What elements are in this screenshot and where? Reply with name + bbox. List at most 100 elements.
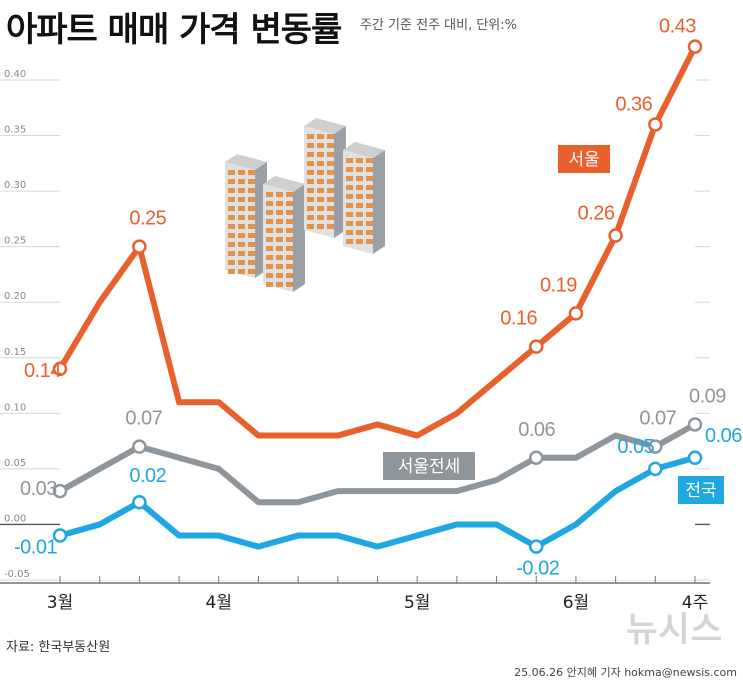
data-label: -0.02 <box>516 558 559 580</box>
building-window <box>317 224 324 229</box>
building-window <box>248 233 255 238</box>
y-tick-label: 0.40 <box>4 69 26 80</box>
building-roof <box>225 154 267 170</box>
building-window <box>327 224 334 229</box>
building-window <box>327 152 334 157</box>
building-window <box>327 143 334 148</box>
building-window <box>346 185 353 190</box>
building-window <box>276 264 283 269</box>
building-window <box>356 158 363 163</box>
building-window <box>248 251 255 256</box>
building-window <box>317 134 324 139</box>
building-window <box>346 203 353 208</box>
building-window <box>307 143 314 148</box>
building-window <box>307 188 314 193</box>
building-window <box>266 282 273 287</box>
building-window <box>248 197 255 202</box>
building-window <box>238 197 245 202</box>
building-window <box>266 210 273 215</box>
data-point-marker <box>648 439 663 454</box>
building-window <box>228 206 235 211</box>
data-label: 0.14 <box>24 360 61 382</box>
building-window <box>317 143 324 148</box>
building-window <box>228 188 235 193</box>
building-window <box>248 188 255 193</box>
building-window <box>228 251 235 256</box>
building-window <box>317 161 324 166</box>
building-window <box>356 230 363 235</box>
building-window <box>238 233 245 238</box>
label-layer: 0.14 0.25 0.160.19 0.26 0.36 0.43 0.03 0.07 0.06… <box>14 16 743 580</box>
building-window <box>238 188 245 193</box>
data-label: 0.07 <box>125 408 162 430</box>
building-window <box>356 212 363 217</box>
data-point-marker <box>132 439 147 454</box>
building-window <box>366 158 373 163</box>
building-window <box>238 242 245 247</box>
building-window <box>317 179 324 184</box>
building-window <box>286 273 293 278</box>
building-window <box>346 158 353 163</box>
legend-tag <box>383 452 475 480</box>
legend-tag-label: 서울 <box>568 150 599 170</box>
building-roof <box>263 176 305 192</box>
building-window <box>248 179 255 184</box>
building-window <box>286 264 293 269</box>
y-tick-label: 0.20 <box>4 291 26 302</box>
data-label: 0.05 <box>617 436 654 458</box>
building-window <box>317 206 324 211</box>
building-window <box>366 203 373 208</box>
building-window <box>366 221 373 226</box>
building-window <box>276 210 283 215</box>
building-window <box>366 185 373 190</box>
series-line-1 <box>57 43 698 439</box>
building-window <box>346 239 353 244</box>
data-point-marker <box>132 239 147 254</box>
building-window <box>317 152 324 157</box>
building-window <box>248 170 255 175</box>
building-window <box>317 170 324 175</box>
building-window <box>228 170 235 175</box>
building-window <box>356 239 363 244</box>
building-window <box>228 260 235 265</box>
y-tick-label: 0.25 <box>4 236 26 247</box>
building-front <box>373 150 385 254</box>
legend-tag <box>558 145 610 173</box>
building-window <box>327 206 334 211</box>
building-window <box>248 260 255 265</box>
x-tick-label: 5월 <box>404 593 430 613</box>
building-window <box>276 273 283 278</box>
building-window <box>286 237 293 242</box>
building-window <box>327 197 334 202</box>
building-window <box>266 228 273 233</box>
building-window <box>307 206 314 211</box>
building-window <box>307 179 314 184</box>
x-tick-label: 4주 <box>682 593 708 613</box>
building <box>225 154 267 278</box>
building-window <box>286 210 293 215</box>
data-label: -0.01 <box>14 537 57 559</box>
data-point-marker <box>52 528 68 543</box>
building-window <box>276 255 283 260</box>
building-window <box>366 176 373 181</box>
data-point-marker <box>568 306 584 321</box>
data-label: 0.02 <box>129 465 166 487</box>
building-window <box>286 282 293 287</box>
series-layer <box>52 39 703 554</box>
building-window <box>228 242 235 247</box>
y-tick-label: 0.05 <box>4 458 26 469</box>
building-window <box>286 219 293 224</box>
building-window <box>228 215 235 220</box>
building-window <box>286 228 293 233</box>
building-window <box>276 228 283 233</box>
building-window <box>238 251 245 256</box>
legend-tag <box>678 476 724 504</box>
building-window <box>238 224 245 229</box>
building-window <box>366 194 373 199</box>
apartment-buildings-icon <box>225 118 385 292</box>
data-point-marker <box>52 361 68 377</box>
source-note: 자료: 한국부동산원 <box>6 640 111 655</box>
building-window <box>248 206 255 211</box>
building-window <box>266 201 273 206</box>
building <box>343 142 385 254</box>
